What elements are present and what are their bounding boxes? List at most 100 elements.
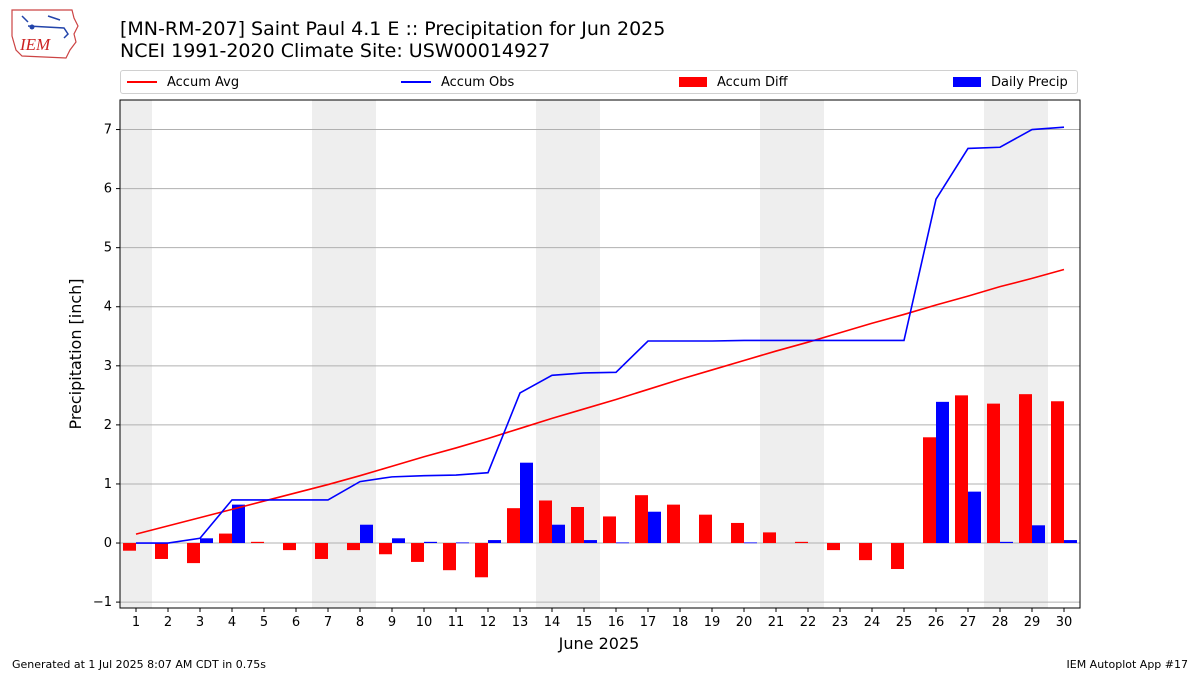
bar-accum-diff-2 — [155, 543, 168, 559]
weekend-band-8 — [344, 100, 376, 608]
bar-accum-diff-18 — [667, 504, 680, 544]
line-accum-avg — [135, 268, 1065, 535]
bar-daily-precip-26 — [936, 401, 949, 544]
legend-item-accum-diff: Accum Diff — [679, 71, 788, 93]
y-tick-label-3: 3 — [104, 359, 112, 374]
bar-daily-precip-8 — [360, 524, 373, 544]
bar-accum-diff-15 — [571, 506, 584, 544]
bar-daily-precip-4 — [232, 504, 245, 544]
line-accum-obs — [136, 126, 1065, 544]
x-tick-label-2: 2 — [164, 615, 172, 630]
bar-accum-diff-8 — [347, 543, 360, 551]
bar-daily-precip-3 — [200, 538, 213, 544]
bar-daily-precip-15 — [584, 540, 597, 544]
x-tick-label-14: 14 — [544, 615, 561, 630]
legend-label-accum-obs: Accum Obs — [441, 74, 515, 90]
bar-accum-diff-20 — [731, 522, 744, 544]
x-tick-label-6: 6 — [292, 615, 300, 630]
legend: Accum Avg Accum Obs Accum Diff Daily Pre… — [120, 70, 1078, 94]
bar-daily-precip-14 — [552, 524, 565, 544]
bar-accum-diff-22 — [795, 541, 808, 544]
x-tick-label-3: 3 — [196, 615, 204, 630]
bar-accum-diff-27 — [955, 395, 968, 544]
x-tick-label-17: 17 — [640, 615, 657, 630]
bar-accum-diff-26 — [923, 437, 936, 544]
bar-accum-diff-12 — [475, 543, 488, 578]
legend-label-daily-precip: Daily Precip — [991, 74, 1068, 90]
y-tick-label-0: 0 — [104, 536, 112, 551]
y-tick-label-5: 5 — [104, 241, 112, 256]
x-tick-label-12: 12 — [480, 615, 497, 630]
bar-accum-diff-24 — [859, 543, 872, 561]
legend-item-accum-avg: Accum Avg — [127, 71, 239, 93]
x-tick-label-19: 19 — [704, 615, 721, 630]
x-tick-label-29: 29 — [1024, 615, 1041, 630]
bar-daily-precip-11 — [456, 542, 469, 544]
y-tick-label-7: 7 — [104, 123, 112, 138]
y-tick-label-4: 4 — [104, 300, 112, 315]
weekend-shading — [120, 100, 1048, 608]
x-tick-label-18: 18 — [672, 615, 689, 630]
bar-daily-precip-13 — [520, 462, 533, 544]
bar-daily-precip-16 — [616, 542, 629, 544]
legend-swatch-accum-avg — [127, 81, 157, 83]
footer-generated: Generated at 1 Jul 2025 8:07 AM CDT in 0… — [12, 658, 266, 671]
x-tick-label-25: 25 — [896, 615, 913, 630]
bar-accum-diff-13 — [507, 508, 520, 544]
bar-accum-diff-17 — [635, 495, 648, 544]
x-tick-label-28: 28 — [992, 615, 1009, 630]
iem-logo: IEM — [11, 9, 79, 59]
plot-frame — [119, 99, 1081, 609]
bar-daily-precip-17 — [648, 511, 661, 544]
x-tick-label-24: 24 — [864, 615, 881, 630]
x-tick-label-16: 16 — [608, 615, 625, 630]
bar-accum-diff-7 — [315, 543, 328, 559]
x-tick-label-4: 4 — [228, 615, 236, 630]
bar-daily-precip-20 — [744, 542, 757, 544]
bar-accum-diff-16 — [603, 516, 616, 544]
y-axis-label: Precipitation [inch] — [66, 278, 85, 429]
legend-item-daily-precip: Daily Precip — [953, 71, 1068, 93]
legend-swatch-daily-precip — [953, 77, 981, 87]
bar-accum-diff-4 — [219, 533, 232, 544]
legend-item-accum-obs: Accum Obs — [401, 71, 514, 93]
x-tick-label-5: 5 — [260, 615, 268, 630]
x-tick-label-9: 9 — [388, 615, 396, 630]
x-tick-label-23: 23 — [832, 615, 849, 630]
y-tick-label--1: −1 — [93, 595, 112, 610]
x-tick-label-13: 13 — [512, 615, 529, 630]
y-tick-label-1: 1 — [104, 477, 112, 492]
gridlines — [120, 129, 1080, 603]
bar-accum-diff-5 — [251, 541, 264, 544]
bar-accum-diff-25 — [891, 543, 904, 570]
weekend-band-1 — [120, 100, 152, 608]
bar-daily-precip-27 — [968, 491, 981, 544]
legend-label-accum-diff: Accum Diff — [717, 74, 788, 90]
bar-accum-diff-21 — [763, 532, 776, 544]
weekend-band-7 — [312, 100, 344, 608]
y-tick-label-2: 2 — [104, 418, 112, 433]
x-tick-label-27: 27 — [960, 615, 977, 630]
bar-accum-diff-14 — [539, 500, 552, 544]
bar-accum-diff-19 — [699, 514, 712, 544]
title-line-2: NCEI 1991-2020 Climate Site: USW00014927 — [120, 40, 551, 62]
bar-accum-diff-10 — [411, 543, 424, 562]
bars — [123, 394, 1077, 578]
bar-accum-diff-23 — [827, 543, 840, 551]
x-tick-label-20: 20 — [736, 615, 753, 630]
chart-title: [MN-RM-207] Saint Paul 4.1 E :: Precipit… — [120, 18, 665, 62]
logo-text: IEM — [19, 35, 51, 54]
bar-daily-precip-9 — [392, 538, 405, 544]
x-tick-label-21: 21 — [768, 615, 785, 630]
x-tick-label-11: 11 — [448, 615, 465, 630]
bar-accum-diff-28 — [987, 403, 1000, 544]
title-line-1: [MN-RM-207] Saint Paul 4.1 E :: Precipit… — [120, 18, 666, 40]
legend-swatch-accum-diff — [679, 77, 707, 87]
bar-daily-precip-12 — [488, 540, 501, 544]
bar-accum-diff-30 — [1051, 401, 1064, 544]
bar-accum-diff-9 — [379, 543, 392, 555]
bar-daily-precip-30 — [1064, 540, 1077, 544]
x-tick-label-7: 7 — [324, 615, 332, 630]
bar-accum-diff-1 — [123, 543, 136, 551]
